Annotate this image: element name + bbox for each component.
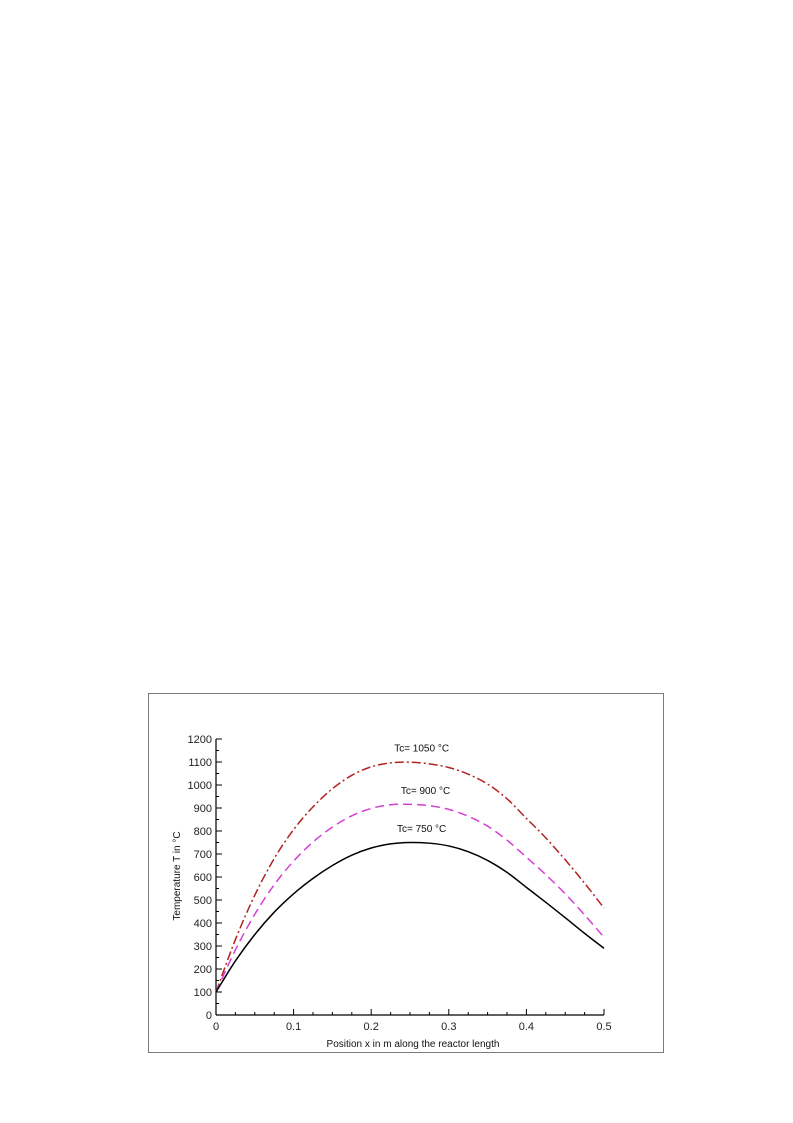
y-tick-label: 300: [194, 941, 212, 953]
curve-label-2: Tc= 900 °C: [401, 786, 450, 797]
x-tick-label: 0.3: [441, 1021, 456, 1033]
y-tick-label: 1200: [188, 734, 212, 746]
y-tick-label: 400: [194, 918, 212, 930]
curve-label-3: Tc= 750 °C: [397, 824, 446, 835]
y-tick-label: 100: [194, 987, 212, 999]
x-tick-label: 0.1: [286, 1021, 301, 1033]
y-tick-label: 500: [194, 895, 212, 907]
figure-frame: 0 100 200 300 400 500 600 700 800 900 1000 1100 1200…: [148, 693, 664, 1053]
series-layer: [215, 761, 605, 993]
x-tick-label: 0: [213, 1021, 219, 1033]
y-tick-label: 800: [194, 826, 212, 838]
series-line-1: [215, 761, 605, 993]
x-axis-title: Position x in m along the reactor length: [327, 1039, 500, 1050]
series-line-3: [215, 841, 605, 993]
y-tick-label: 600: [194, 872, 212, 884]
axes: 0 100 200 300 400 500 600 700 800 900 1000 1100 1200…: [188, 734, 612, 1033]
y-tick-label: 200: [194, 964, 212, 976]
x-tick-label: 0.5: [596, 1021, 611, 1033]
y-tick-label: 1100: [188, 757, 212, 769]
y-axis-title: Temperature T in °C: [172, 831, 183, 920]
y-tick-label: 700: [194, 849, 212, 861]
annotation-layer: Tc= 1050 °C Tc= 900 °C Tc= 750 °C: [394, 744, 450, 836]
y-tick-label: 1000: [188, 780, 212, 792]
curve-label-1: Tc= 1050 °C: [394, 744, 449, 755]
x-tick-label: 0.4: [519, 1021, 534, 1033]
y-tick-label: 900: [194, 803, 212, 815]
y-tick-label: 0: [206, 1010, 212, 1022]
x-tick-label: 0.2: [364, 1021, 379, 1033]
series-line-2: [215, 803, 605, 993]
line-chart: 0 100 200 300 400 500 600 700 800 900 1000 1100 1200…: [172, 734, 612, 1050]
